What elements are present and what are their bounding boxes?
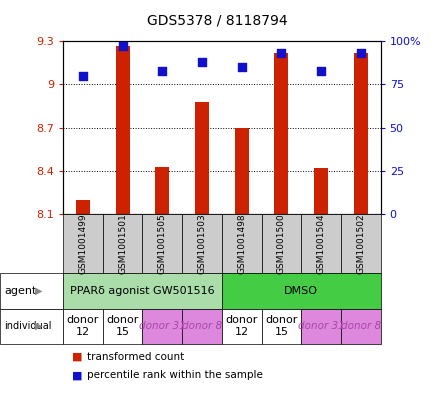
Text: donor
12: donor 12 <box>66 316 99 337</box>
Text: agent: agent <box>4 286 36 296</box>
Text: GSM1001502: GSM1001502 <box>355 213 365 274</box>
Bar <box>274 53 288 214</box>
Bar <box>313 168 327 214</box>
Bar <box>353 53 367 214</box>
Text: GSM1001504: GSM1001504 <box>316 213 325 274</box>
Bar <box>115 46 129 214</box>
Text: donor
12: donor 12 <box>225 316 257 337</box>
Point <box>277 50 284 57</box>
Text: GSM1001505: GSM1001505 <box>158 213 166 274</box>
Text: donor
15: donor 15 <box>106 316 138 337</box>
Text: donor
15: donor 15 <box>265 316 297 337</box>
Bar <box>234 128 248 214</box>
Text: GSM1001503: GSM1001503 <box>197 213 206 274</box>
Text: individual: individual <box>4 321 52 331</box>
Bar <box>155 167 169 214</box>
Text: PPARδ agonist GW501516: PPARδ agonist GW501516 <box>70 286 214 296</box>
Text: ▶: ▶ <box>34 286 42 296</box>
Text: GSM1001499: GSM1001499 <box>78 213 87 274</box>
Point <box>198 59 205 65</box>
Text: DMSO: DMSO <box>283 286 318 296</box>
Text: donor 8: donor 8 <box>181 321 221 331</box>
Text: percentile rank within the sample: percentile rank within the sample <box>87 370 262 380</box>
Text: ■: ■ <box>72 352 82 362</box>
Text: donor 31: donor 31 <box>297 321 344 331</box>
Point <box>119 43 126 50</box>
Point <box>238 64 245 70</box>
Text: GSM1001498: GSM1001498 <box>237 213 246 274</box>
Bar <box>194 102 208 214</box>
Text: GDS5378 / 8118794: GDS5378 / 8118794 <box>147 14 287 28</box>
Text: donor 8: donor 8 <box>340 321 380 331</box>
Point <box>317 68 324 74</box>
Point <box>356 50 363 57</box>
Bar <box>76 200 90 214</box>
Point <box>79 73 86 79</box>
Text: transformed count: transformed count <box>87 352 184 362</box>
Point <box>158 68 165 74</box>
Text: ■: ■ <box>72 370 82 380</box>
Text: ▶: ▶ <box>34 321 42 331</box>
Text: GSM1001501: GSM1001501 <box>118 213 127 274</box>
Text: GSM1001500: GSM1001500 <box>276 213 285 274</box>
Text: donor 31: donor 31 <box>138 321 185 331</box>
